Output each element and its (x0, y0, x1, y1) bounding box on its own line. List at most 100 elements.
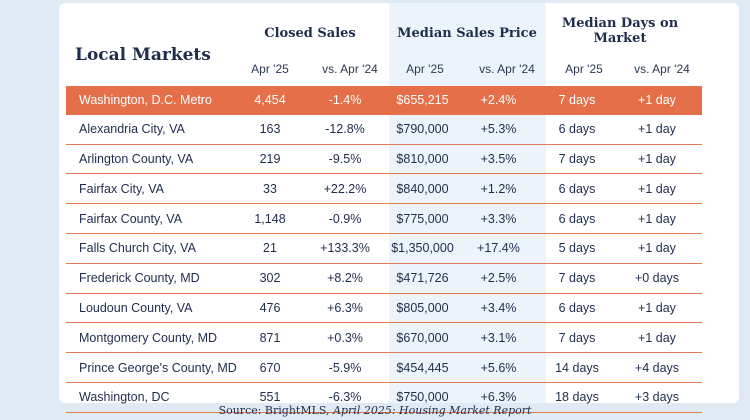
market-name: Alexandria City, VA (66, 114, 240, 145)
table-cell: $750,000 (390, 382, 455, 413)
table-cell: +1 day (612, 233, 702, 264)
table-cell: 7 days (542, 144, 612, 175)
table-row: Prince George's County, MD 670 -5.9% $454,4… (66, 352, 702, 383)
table-cell: +3.4% (455, 293, 542, 324)
markets-table: Washington, D.C. Metro 4,454 -1.4% $655,215… (66, 86, 702, 413)
table-cell: $805,000 (390, 293, 455, 324)
table-cell: 6 days (542, 293, 612, 324)
table-cell: +1 day (612, 322, 702, 354)
table-cell: -6.3% (300, 382, 390, 413)
market-name: Montgomery County, MD (66, 322, 240, 354)
table-cell: $454,445 (390, 352, 455, 383)
table-cell: 7 days (542, 86, 612, 115)
table-row: Washington, DC 551 -6.3% $750,000 +6.3% 18 da… (66, 382, 702, 413)
table-cell: -0.9% (300, 203, 390, 234)
table-cell: 219 (240, 144, 300, 175)
table-cell: -9.5% (300, 144, 390, 175)
table-cell: 6 days (542, 114, 612, 145)
table-cell: $840,000 (390, 173, 455, 205)
table-row: Montgomery County, MD 871 +0.3% $670,000 +3.… (66, 322, 702, 354)
table-cell: 4,454 (240, 86, 300, 115)
table-cell: 871 (240, 322, 300, 354)
table-row: Falls Church City, VA 21 +133.3% $1,350,000… (66, 233, 702, 264)
table-row: Frederick County, MD 302 +8.2% $471,726 +2.5… (66, 263, 702, 294)
table-cell: $810,000 (390, 144, 455, 175)
group-header-median-days: Median Days on Market (561, 16, 679, 46)
table-cell: +22.2% (300, 173, 390, 205)
subheader: vs. Apr '24 (479, 62, 535, 76)
group-header-median-price: Median Sales Price (397, 26, 537, 41)
table-cell: 14 days (542, 352, 612, 383)
market-name: Falls Church City, VA (66, 233, 240, 264)
table-row: Alexandria City, VA 163 -12.8% $790,000 +5.3… (66, 114, 702, 145)
table-cell: 6 days (542, 173, 612, 205)
table-cell: +0.3% (300, 322, 390, 354)
table-cell: +0 days (612, 263, 702, 294)
market-name: Arlington County, VA (66, 144, 240, 175)
table-cell: +5.3% (455, 114, 542, 145)
subheader: vs. Apr '24 (634, 62, 690, 76)
source-report: April 2025: Housing Market Report (333, 404, 532, 417)
subheader: Apr '25 (406, 62, 444, 76)
table-row: Fairfax City, VA 33 +22.2% $840,000 +1.2% 6 d… (66, 173, 702, 205)
table-cell: $1,350,000 (390, 233, 455, 264)
table-cell: +3.1% (455, 322, 542, 354)
table-cell: +1.2% (455, 173, 542, 205)
table-cell: 163 (240, 114, 300, 145)
table-cell: -1.4% (300, 86, 390, 115)
table-cell: +8.2% (300, 263, 390, 294)
table-cell: $790,000 (390, 114, 455, 145)
table-cell: -12.8% (300, 114, 390, 145)
source-note: Source: BrightMLS, April 2025: Housing M… (0, 404, 750, 417)
group-header-closed-sales: Closed Sales (264, 26, 356, 41)
market-name: Frederick County, MD (66, 263, 240, 294)
market-name: Washington, DC (66, 382, 240, 413)
table-cell: +2.5% (455, 263, 542, 294)
subheader: vs. Apr '24 (322, 62, 378, 76)
table-cell: 33 (240, 173, 300, 205)
page-title: Local Markets (75, 45, 211, 65)
table-cell: +1 day (612, 203, 702, 234)
table-cell: $775,000 (390, 203, 455, 234)
table-cell: 21 (240, 233, 300, 264)
subheader: Apr '25 (565, 62, 603, 76)
market-name: Fairfax City, VA (66, 173, 240, 205)
table-cell: 6 days (542, 203, 612, 234)
table-row: Arlington County, VA 219 -9.5% $810,000 +3.5… (66, 144, 702, 175)
table-cell: 7 days (542, 322, 612, 354)
subheader: Apr '25 (251, 62, 289, 76)
table-cell: +1 day (612, 114, 702, 145)
table-cell: +4 days (612, 352, 702, 383)
table-cell: 302 (240, 263, 300, 294)
table-cell: +2.4% (455, 86, 542, 115)
table-row: Loudoun County, VA 476 +6.3% $805,000 +3.4% 6… (66, 293, 702, 324)
table-cell: 18 days (542, 382, 612, 413)
table-cell: $471,726 (390, 263, 455, 294)
table-cell: +3 days (612, 382, 702, 413)
table-cell: -5.9% (300, 352, 390, 383)
table-cell: +6.3% (455, 382, 542, 413)
table-cell: +1 day (612, 293, 702, 324)
table-cell: 5 days (542, 233, 612, 264)
table-cell: $670,000 (390, 322, 455, 354)
table-cell: 476 (240, 293, 300, 324)
table-cell: 551 (240, 382, 300, 413)
table-cell: 7 days (542, 263, 612, 294)
market-name: Prince George's County, MD (66, 352, 240, 383)
source-prefix: Source: BrightMLS, (218, 404, 334, 417)
table-cell: +5.6% (455, 352, 542, 383)
table-cell: +17.4% (455, 233, 542, 264)
market-name: Fairfax County, VA (66, 203, 240, 234)
table-cell: 1,148 (240, 203, 300, 234)
table-cell: +1 day (612, 144, 702, 175)
table-cell: +1 day (612, 86, 702, 115)
market-name: Washington, D.C. Metro (66, 86, 240, 115)
table-cell: +3.5% (455, 144, 542, 175)
market-name: Loudoun County, VA (66, 293, 240, 324)
table-cell: +133.3% (300, 233, 390, 264)
table-row: Fairfax County, VA 1,148 -0.9% $775,000 +3.3… (66, 203, 702, 234)
table-cell: +1 day (612, 173, 702, 205)
table-cell: 670 (240, 352, 300, 383)
table-cell: +3.3% (455, 203, 542, 234)
table-cell: +6.3% (300, 293, 390, 324)
